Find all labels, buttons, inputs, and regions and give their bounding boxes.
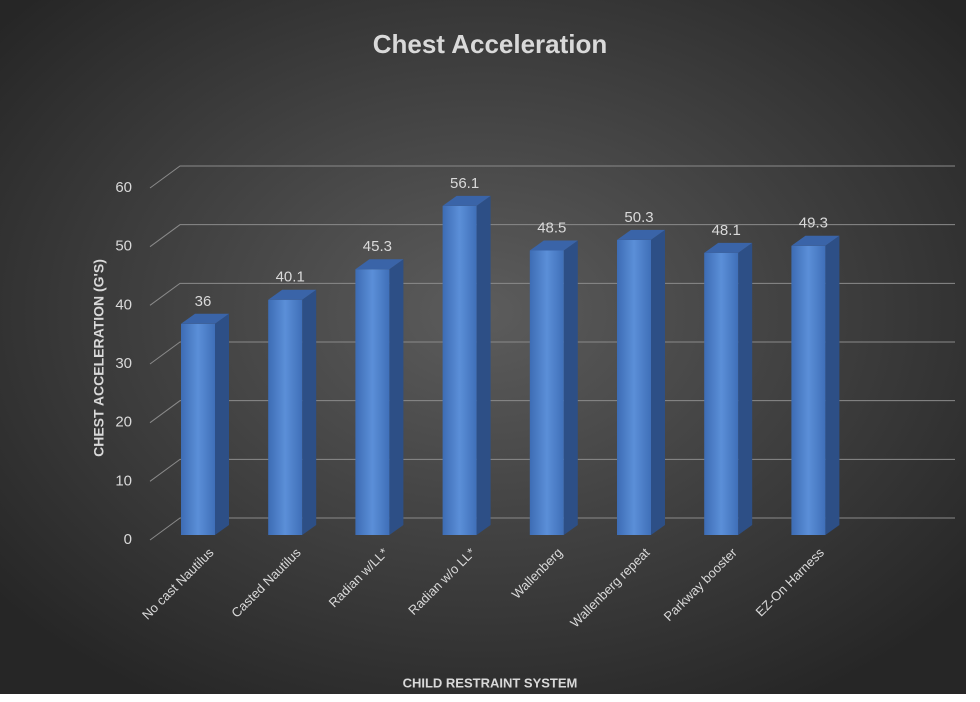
bar-top — [617, 229, 665, 240]
bar — [791, 245, 826, 536]
bar-side — [651, 229, 665, 535]
y-tick-label: 50 — [115, 238, 132, 255]
grid-line — [149, 400, 955, 424]
grid-line — [149, 341, 955, 365]
bar — [704, 252, 739, 535]
bar-top — [268, 289, 317, 300]
grid-line — [149, 165, 955, 189]
grid-line — [149, 517, 955, 541]
data-label: 48.1 — [712, 222, 741, 239]
bar-side — [389, 259, 404, 535]
bar-top — [704, 242, 753, 253]
bar-top — [442, 195, 491, 206]
bar-top — [529, 240, 578, 251]
bar — [442, 205, 477, 535]
bar-top — [791, 235, 840, 246]
bar-top — [355, 259, 404, 270]
x-axis-label: CHILD RESTRAINT SYSTEM — [403, 675, 578, 690]
grid-line — [149, 224, 955, 248]
y-tick-label: 0 — [124, 531, 132, 548]
bar-side — [825, 235, 840, 536]
bar-top — [181, 313, 229, 324]
bar — [355, 269, 390, 535]
data-label: 48.5 — [537, 219, 566, 236]
grid-line — [149, 282, 955, 306]
data-label: 45.3 — [363, 238, 392, 255]
y-tick-label: 60 — [115, 179, 132, 196]
y-tick-label: 40 — [115, 296, 132, 313]
bar-side — [476, 195, 491, 535]
bar-side — [302, 289, 317, 535]
bar — [268, 299, 303, 535]
y-tick-label: 30 — [115, 355, 132, 372]
data-label: 49.3 — [799, 215, 828, 232]
data-label: 40.1 — [276, 269, 305, 286]
y-axis-label: CHEST ACCELERATION (G'S) — [91, 259, 107, 457]
bar — [617, 239, 651, 535]
bar-side — [738, 242, 753, 535]
bar — [529, 250, 564, 535]
data-label: 36 — [195, 293, 212, 310]
bar-side — [563, 240, 578, 535]
data-label: 56.1 — [450, 175, 479, 192]
grid-line — [149, 458, 955, 482]
data-label: 50.3 — [624, 209, 653, 226]
y-tick-label: 10 — [115, 472, 132, 489]
y-tick-label: 20 — [115, 414, 132, 431]
chart-title: Chest Acceleration — [373, 29, 608, 59]
bar — [181, 323, 215, 535]
bar-side — [215, 313, 229, 535]
